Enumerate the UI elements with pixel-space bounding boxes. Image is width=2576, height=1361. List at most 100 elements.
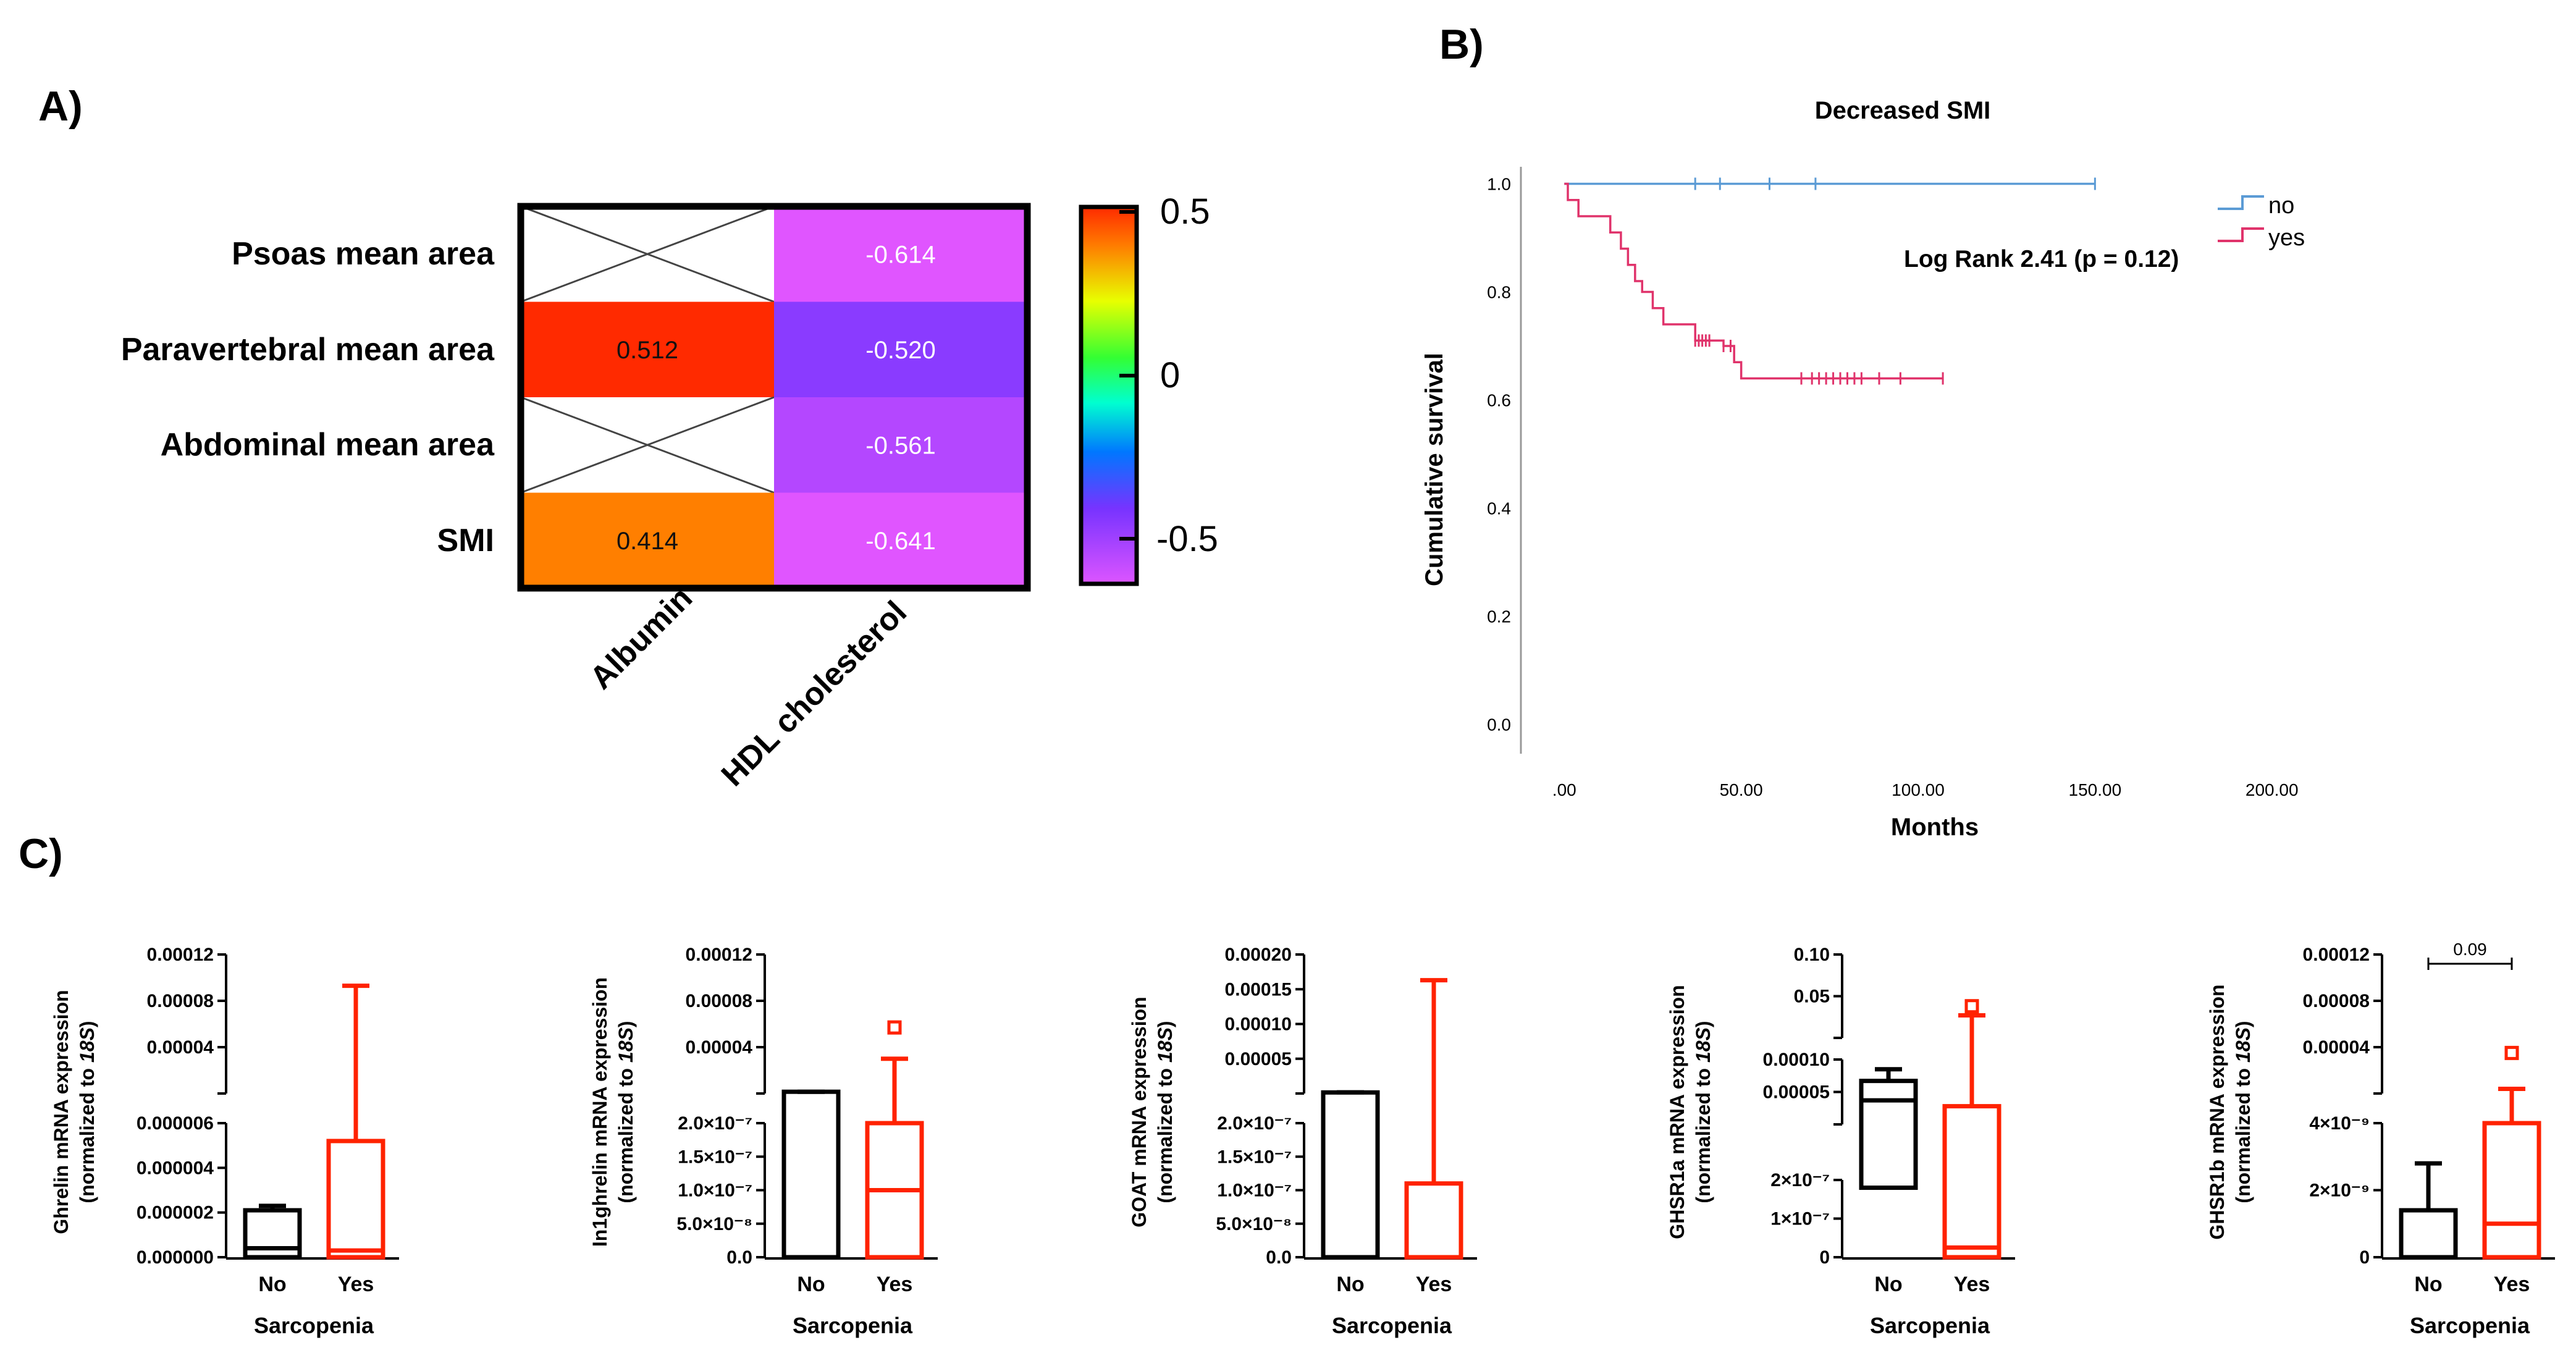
box-y-tick-label: 0.000004 bbox=[137, 1158, 214, 1178]
km-ylabel: Cumulative survival bbox=[1421, 353, 1448, 586]
box-category-label: Yes bbox=[1954, 1273, 1990, 1296]
box-y-tick-label: 0.00012 bbox=[147, 945, 214, 965]
box-y-tick-label: 2.0×10⁻⁷ bbox=[678, 1113, 752, 1134]
box-ylabel: GHSR1b mRNA expression bbox=[2206, 984, 2228, 1239]
colorbar-label-top: 0.5 bbox=[1160, 192, 1210, 232]
box-ylabel-normalized: (normalized to 18S) bbox=[1154, 1021, 1176, 1203]
box-y-tick-label: 0.000002 bbox=[137, 1203, 214, 1223]
panel-b-label: B) bbox=[1439, 21, 1484, 68]
colorbar: 0.5 0 -0.5 bbox=[1079, 192, 1218, 586]
box-y-tick-label: 0.00010 bbox=[1763, 1050, 1830, 1070]
heatmap-row-labels: Psoas mean area Paravertebral mean area … bbox=[121, 236, 495, 558]
km-curves bbox=[1564, 177, 2096, 385]
box-iqr bbox=[781, 1089, 841, 1260]
box-y-tick-label: 1×10⁻⁷ bbox=[1770, 1209, 1830, 1229]
row-label-psoas: Psoas mean area bbox=[232, 236, 495, 272]
box-ylabel-normalized: (normalized to 18S) bbox=[76, 1021, 98, 1203]
heatmap-cell-value: -0.641 bbox=[865, 528, 935, 555]
km-axes: .00 50.00 100.00 150.00 200.00 0.0 0.2 0.4 0.6 0.… bbox=[1487, 167, 2299, 799]
legend-yes-label: yes bbox=[2268, 225, 2305, 251]
heatmap-cell-value: -0.520 bbox=[865, 337, 935, 364]
km-x-tick-label: 150.00 bbox=[2069, 780, 2122, 799]
km-y-tick-label: 1.0 bbox=[1487, 175, 1511, 194]
box-outlier bbox=[887, 1020, 902, 1035]
box-xlabel: Sarcopenia bbox=[1870, 1313, 1990, 1338]
box-iqr bbox=[1321, 1090, 1380, 1260]
box-xlabel: Sarcopenia bbox=[793, 1313, 913, 1338]
box-y-tick-label: 0.00012 bbox=[686, 945, 752, 965]
panel-c: C) 0.0000000.0000020.0000040.0000060.000… bbox=[19, 830, 2555, 1338]
box-category-label: No bbox=[258, 1273, 286, 1296]
heatmap-cell bbox=[774, 301, 1027, 397]
box-iqr bbox=[2399, 1208, 2458, 1260]
box-panel-1: 0.000000 0.000002 0.000004 0.000006 0.00004 0… bbox=[50, 945, 399, 1338]
box-y-tick-label: 0.00008 bbox=[2303, 991, 2370, 1011]
box-category-label: Yes bbox=[877, 1273, 913, 1296]
box-y-tick-label: 0.00008 bbox=[147, 991, 214, 1011]
box-y-tick-label: 2×10⁻⁷ bbox=[1770, 1170, 1830, 1190]
panel-c-label: C) bbox=[19, 830, 63, 877]
box-y-tick-label: 2.0×10⁻⁷ bbox=[1217, 1113, 1292, 1134]
box-y-tick-label: 5.0×10⁻⁸ bbox=[1216, 1214, 1292, 1234]
heatmap-cell bbox=[774, 397, 1027, 493]
heatmap-cell-value: -0.614 bbox=[865, 241, 935, 268]
box-category-label: Yes bbox=[2494, 1273, 2530, 1296]
box-y-tick-label: 0.00020 bbox=[1225, 945, 1292, 965]
box-y-tick-label: 1.5×10⁻⁷ bbox=[1217, 1147, 1292, 1167]
heatmap-cells: -0.614 0.512 -0.520 -0.561 0.414 -0.641 bbox=[520, 205, 1027, 588]
box-y-tick-label: 1.5×10⁻⁷ bbox=[678, 1147, 752, 1167]
km-x-tick-label: 50.00 bbox=[1720, 780, 1763, 799]
heatmap-cell bbox=[774, 206, 1027, 302]
box-y-tick-label: 0.00008 bbox=[686, 991, 752, 1011]
box-ylabel-normalized: (normalized to 18S) bbox=[615, 1021, 637, 1203]
box-y-tick-label: 0.00004 bbox=[2303, 1037, 2370, 1058]
colorbar-label-bottom: -0.5 bbox=[1156, 519, 1218, 559]
box-xlabel: Sarcopenia bbox=[1332, 1313, 1452, 1338]
box-category-label: No bbox=[797, 1273, 825, 1296]
box-ylabel: GHSR1a mRNA expression bbox=[1666, 985, 1688, 1239]
box-y-tick-label: 0.00005 bbox=[1225, 1049, 1292, 1069]
box-y-tick-label: 0.10 bbox=[1794, 945, 1830, 965]
km-logrank: Log Rank 2.41 (p = 0.12) bbox=[1904, 246, 2179, 272]
box-plots: 0.0000000.0000020.0000040.0000060.000040… bbox=[50, 940, 2555, 1338]
colorbar-label-mid: 0 bbox=[1160, 355, 1180, 395]
heatmap-cross-line bbox=[520, 396, 775, 494]
box-outlier bbox=[2504, 1045, 2519, 1060]
box-iqr bbox=[2482, 1121, 2541, 1260]
box-y-tick-label: 0.00004 bbox=[686, 1037, 753, 1058]
legend-no-label: no bbox=[2268, 193, 2294, 219]
box-category-label: Yes bbox=[1416, 1273, 1452, 1296]
box-panel-5: 0 2×10⁻⁹ 4×10⁻⁹ 0.00004 0.00008 0.00012 GHSR1b… bbox=[2206, 940, 2555, 1338]
row-label-smi: SMI bbox=[437, 523, 494, 558]
panel-b: B) Decreased SMI .00 50.00 100.00 150.00 200… bbox=[1421, 21, 2305, 841]
box-y-tick-label: 2×10⁻⁹ bbox=[2309, 1181, 2370, 1201]
km-y-tick-label: 0.0 bbox=[1487, 715, 1511, 735]
box-category-label: No bbox=[1336, 1273, 1364, 1296]
km-legend: no yes bbox=[2218, 193, 2305, 251]
km-xlabel: Months bbox=[1891, 814, 1979, 841]
box-iqr bbox=[1859, 1079, 1918, 1190]
col-label-albumin: Albumin bbox=[583, 580, 699, 696]
box-y-tick-label: 0.000000 bbox=[137, 1247, 214, 1268]
box-iqr bbox=[1404, 1181, 1463, 1260]
box-y-tick-label: 0.0 bbox=[726, 1247, 752, 1268]
km-y-tick-label: 0.2 bbox=[1487, 607, 1511, 626]
km-curve-yes bbox=[1564, 182, 1943, 380]
box-y-tick-label: 0.00010 bbox=[1225, 1014, 1292, 1035]
km-y-tick-label: 0.8 bbox=[1487, 283, 1511, 302]
legend-no-line bbox=[2218, 195, 2264, 210]
heatmap-cell-value: -0.561 bbox=[865, 432, 935, 459]
panel-a-label: A) bbox=[38, 83, 83, 130]
significance-label: 0.09 bbox=[2453, 940, 2487, 959]
box-y-tick-label: 0.05 bbox=[1794, 987, 1830, 1007]
heatmap-cross-line bbox=[520, 205, 775, 303]
box-y-tick-label: 0 bbox=[1819, 1247, 1830, 1268]
legend-yes-line bbox=[2218, 227, 2264, 242]
box-y-tick-label: 0.00005 bbox=[1763, 1082, 1830, 1103]
box-y-tick-label: 5.0×10⁻⁸ bbox=[676, 1214, 752, 1234]
box-xlabel: Sarcopenia bbox=[2410, 1313, 2530, 1338]
colorbar-gradient bbox=[1079, 204, 1139, 586]
km-x-tick-label: 100.00 bbox=[1892, 780, 1945, 799]
row-label-paravertebral: Paravertebral mean area bbox=[121, 332, 495, 368]
